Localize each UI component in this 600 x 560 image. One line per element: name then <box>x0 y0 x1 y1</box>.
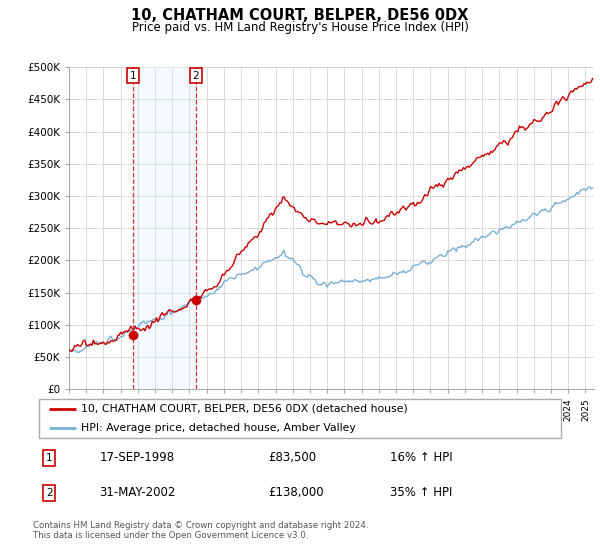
Text: £138,000: £138,000 <box>268 486 324 500</box>
Text: 2: 2 <box>193 71 199 81</box>
Text: 31-MAY-2002: 31-MAY-2002 <box>100 486 176 500</box>
Text: 10, CHATHAM COURT, BELPER, DE56 0DX: 10, CHATHAM COURT, BELPER, DE56 0DX <box>131 8 469 24</box>
Text: 17-SEP-1998: 17-SEP-1998 <box>100 451 175 464</box>
Text: 2: 2 <box>46 488 53 498</box>
Text: 35% ↑ HPI: 35% ↑ HPI <box>390 486 452 500</box>
Text: HPI: Average price, detached house, Amber Valley: HPI: Average price, detached house, Ambe… <box>81 423 356 433</box>
FancyBboxPatch shape <box>38 399 562 437</box>
Bar <box>133 67 196 389</box>
Text: Price paid vs. HM Land Registry's House Price Index (HPI): Price paid vs. HM Land Registry's House … <box>131 21 469 34</box>
Text: 16% ↑ HPI: 16% ↑ HPI <box>390 451 452 464</box>
Text: 10, CHATHAM COURT, BELPER, DE56 0DX (detached house): 10, CHATHAM COURT, BELPER, DE56 0DX (det… <box>81 404 407 414</box>
Text: 1: 1 <box>46 453 53 463</box>
Text: 1: 1 <box>130 71 136 81</box>
Text: £83,500: £83,500 <box>268 451 316 464</box>
Text: Contains HM Land Registry data © Crown copyright and database right 2024.
This d: Contains HM Land Registry data © Crown c… <box>33 521 368 540</box>
